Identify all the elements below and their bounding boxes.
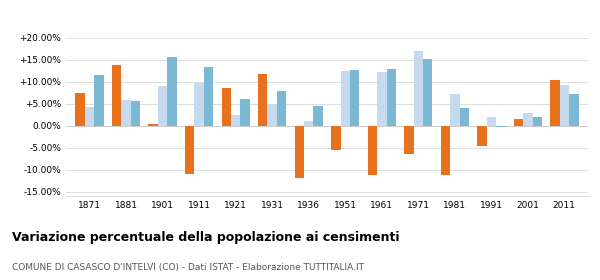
Bar xyxy=(523,113,533,126)
Bar xyxy=(569,94,578,126)
Bar xyxy=(450,94,460,126)
Bar xyxy=(477,126,487,146)
Bar xyxy=(331,126,341,150)
Bar xyxy=(167,57,177,126)
Bar xyxy=(560,85,569,126)
Bar xyxy=(204,67,214,126)
Text: Variazione percentuale della popolazione ai censimenti: Variazione percentuale della popolazione… xyxy=(12,231,400,244)
Bar xyxy=(94,75,104,126)
Bar xyxy=(377,72,386,126)
Bar xyxy=(231,115,241,126)
Bar xyxy=(221,88,231,126)
Bar xyxy=(295,126,304,178)
Bar xyxy=(550,80,560,126)
Bar xyxy=(85,107,94,126)
Bar xyxy=(368,126,377,175)
Bar xyxy=(185,126,194,174)
Bar xyxy=(131,101,140,126)
Bar xyxy=(148,123,158,126)
Bar xyxy=(496,126,506,127)
Bar xyxy=(440,126,450,175)
Bar xyxy=(304,122,313,126)
Bar xyxy=(460,108,469,126)
Bar xyxy=(341,71,350,126)
Bar xyxy=(423,59,433,126)
Bar xyxy=(386,69,396,126)
Bar xyxy=(121,100,131,126)
Bar xyxy=(404,126,413,154)
Bar xyxy=(277,91,286,126)
Bar xyxy=(268,104,277,126)
Bar xyxy=(413,51,423,126)
Text: COMUNE DI CASASCO D'INTELVI (CO) - Dati ISTAT - Elaborazione TUTTITALIA.IT: COMUNE DI CASASCO D'INTELVI (CO) - Dati … xyxy=(12,263,364,272)
Bar xyxy=(241,99,250,126)
Bar xyxy=(112,65,121,126)
Bar xyxy=(76,93,85,126)
Bar xyxy=(514,119,523,126)
Bar xyxy=(194,83,204,126)
Bar xyxy=(313,106,323,126)
Bar xyxy=(533,117,542,126)
Bar xyxy=(158,86,167,126)
Bar xyxy=(487,117,496,126)
Bar xyxy=(258,74,268,126)
Bar xyxy=(350,70,359,126)
